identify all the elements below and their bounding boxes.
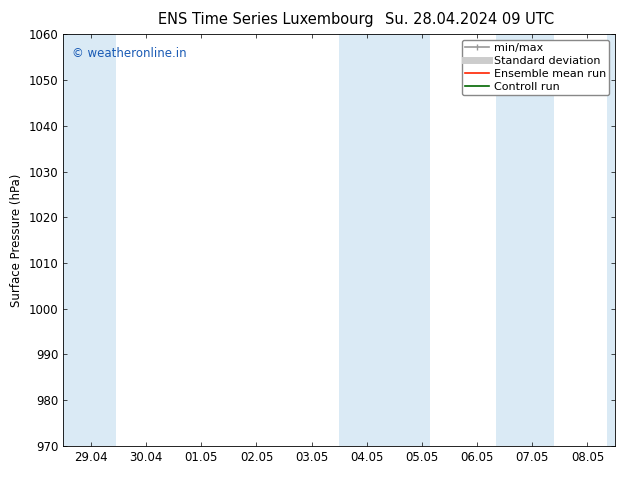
- Bar: [339, 34, 430, 446]
- Bar: [607, 34, 615, 446]
- Y-axis label: Surface Pressure (hPa): Surface Pressure (hPa): [10, 173, 23, 307]
- Text: Su. 28.04.2024 09 UTC: Su. 28.04.2024 09 UTC: [385, 12, 553, 27]
- Text: ENS Time Series Luxembourg: ENS Time Series Luxembourg: [158, 12, 374, 27]
- Text: © weatheronline.in: © weatheronline.in: [72, 47, 186, 60]
- Bar: [63, 34, 116, 446]
- Bar: [496, 34, 554, 446]
- Legend: min/max, Standard deviation, Ensemble mean run, Controll run: min/max, Standard deviation, Ensemble me…: [462, 40, 609, 95]
